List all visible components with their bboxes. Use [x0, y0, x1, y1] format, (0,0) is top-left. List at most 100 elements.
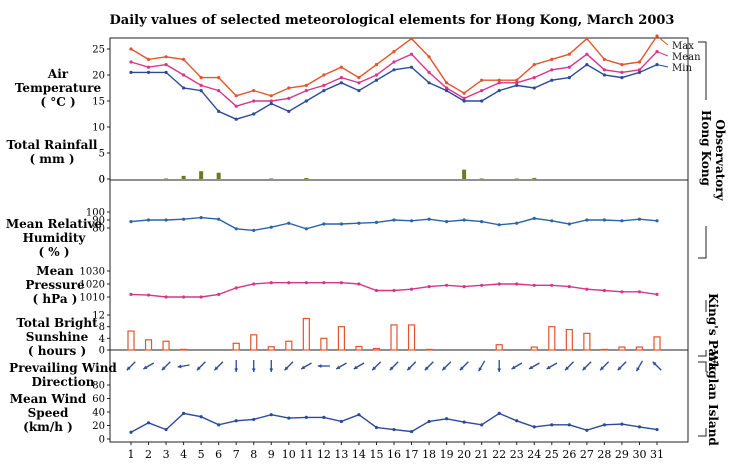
sunshine-bar — [495, 344, 503, 351]
wind-arrow-head — [126, 366, 131, 371]
temperature-mean-point — [602, 68, 607, 72]
temperature-max-point — [602, 57, 607, 62]
rainfall-bar — [479, 178, 484, 179]
wind-arrow-head — [652, 361, 657, 366]
wind-arrow-head — [636, 367, 640, 372]
humidity-point — [392, 218, 396, 222]
wind-arrow-head — [497, 368, 502, 372]
temperature-mean-point — [567, 65, 571, 69]
temperature-min-point — [409, 65, 414, 69]
temperature-min-point — [620, 76, 624, 80]
temperature-min-point — [287, 109, 291, 113]
temperature-max-point — [480, 78, 484, 82]
wind-arrow-head — [582, 366, 587, 371]
temperature-min-point — [585, 63, 589, 67]
temperature-min-point — [234, 117, 238, 121]
temperature-max-point — [357, 76, 361, 80]
humidity-point — [585, 218, 589, 222]
wind-speed-point — [322, 415, 326, 419]
temperature-max-point — [515, 78, 519, 82]
rainfall-bar — [514, 178, 519, 179]
wind-arrow-head — [424, 366, 429, 371]
station-label-kings-park: King's Park — [706, 293, 720, 372]
sunshine-bar — [285, 340, 293, 351]
pressure-point — [427, 285, 431, 289]
sunshine-bar — [127, 330, 135, 351]
legend-leader-max — [656, 35, 669, 46]
pressure-point — [234, 286, 238, 290]
sunshine-bar — [267, 346, 275, 351]
temperature-min-point — [480, 99, 484, 103]
wind-arrow-head — [196, 366, 201, 371]
wind-speed-point — [515, 419, 519, 423]
wind-arrow-head — [161, 366, 166, 371]
temperature-mean-point — [304, 89, 308, 93]
pressure-point — [445, 283, 449, 287]
temperature-min-point — [602, 73, 607, 77]
wind-arrow-head — [251, 368, 256, 372]
wind-speed-point — [409, 429, 414, 434]
humidity-point — [462, 218, 466, 222]
wind-speed-tick-label: 80 — [92, 381, 105, 392]
temperature-mean-point — [322, 83, 326, 87]
sunshine-bar — [320, 337, 328, 351]
sunshine-bar — [548, 326, 556, 351]
temperature-mean-point — [182, 73, 186, 77]
temperature-min-point — [322, 89, 326, 93]
x-tick-label: 11 — [299, 448, 313, 461]
pressure-point — [462, 285, 466, 289]
temperature-max-point — [252, 89, 256, 93]
sunshine-bar — [635, 346, 644, 351]
humidity-point — [164, 218, 168, 222]
wind-arrow-head — [177, 364, 182, 369]
temperature-mean-point — [357, 81, 361, 85]
legend-leader-min — [656, 64, 669, 68]
humidity-point — [146, 218, 151, 222]
x-tick-label: 19 — [440, 448, 454, 461]
temperature-min-point — [550, 78, 554, 82]
temperature-mean-point — [427, 70, 431, 74]
temperature-min-point — [392, 68, 396, 72]
x-tick-label: 10 — [282, 448, 296, 461]
pressure-tick-label: 1030 — [80, 267, 105, 278]
humidity-point — [602, 218, 607, 222]
wind-speed-label-line: Speed — [28, 406, 69, 420]
humidity-point — [287, 221, 291, 225]
temperature-tick-label: 10 — [92, 123, 105, 134]
humidity-point — [252, 228, 256, 232]
wind-speed-point — [462, 420, 466, 424]
wind-speed-tick-label: 20 — [92, 421, 105, 432]
temperature-max-point — [217, 76, 221, 80]
sunshine-bar — [407, 324, 416, 351]
wind-speed-point — [427, 419, 431, 424]
temperature-max-point — [146, 57, 151, 62]
bracket-hko — [698, 41, 707, 100]
wind-arrow-head — [317, 364, 322, 368]
temperature-mean-point — [287, 96, 291, 100]
rainfall-bar — [304, 177, 309, 179]
wind-speed-point — [480, 423, 484, 427]
wind-arrow-head — [269, 368, 274, 372]
humidity-point — [374, 220, 379, 224]
wind-speed-label-line: Mean Wind — [10, 392, 87, 406]
frame-waglan-island — [109, 349, 689, 443]
pressure-point — [182, 295, 186, 299]
temperature-max-point — [269, 94, 273, 98]
temperature-mean-point — [234, 104, 238, 108]
pressure-point — [585, 287, 589, 291]
wind-speed-point — [497, 411, 501, 415]
humidity-point — [357, 221, 361, 225]
bracket-wi-top — [698, 361, 707, 372]
pressure-point — [409, 287, 414, 291]
wind-speed-point — [445, 417, 449, 421]
pressure-tick-label: 1010 — [80, 293, 105, 304]
temperature-min-point — [567, 76, 571, 80]
humidity-label-line: Humidity — [23, 231, 87, 245]
x-tick-label: 1 — [128, 448, 135, 461]
sunshine-tick-label: 8 — [99, 322, 105, 333]
sunshine-tick-label: 4 — [99, 334, 105, 345]
temperature-max-point — [497, 78, 501, 82]
pressure-point — [164, 295, 168, 299]
wind-arrow-head — [565, 366, 569, 371]
